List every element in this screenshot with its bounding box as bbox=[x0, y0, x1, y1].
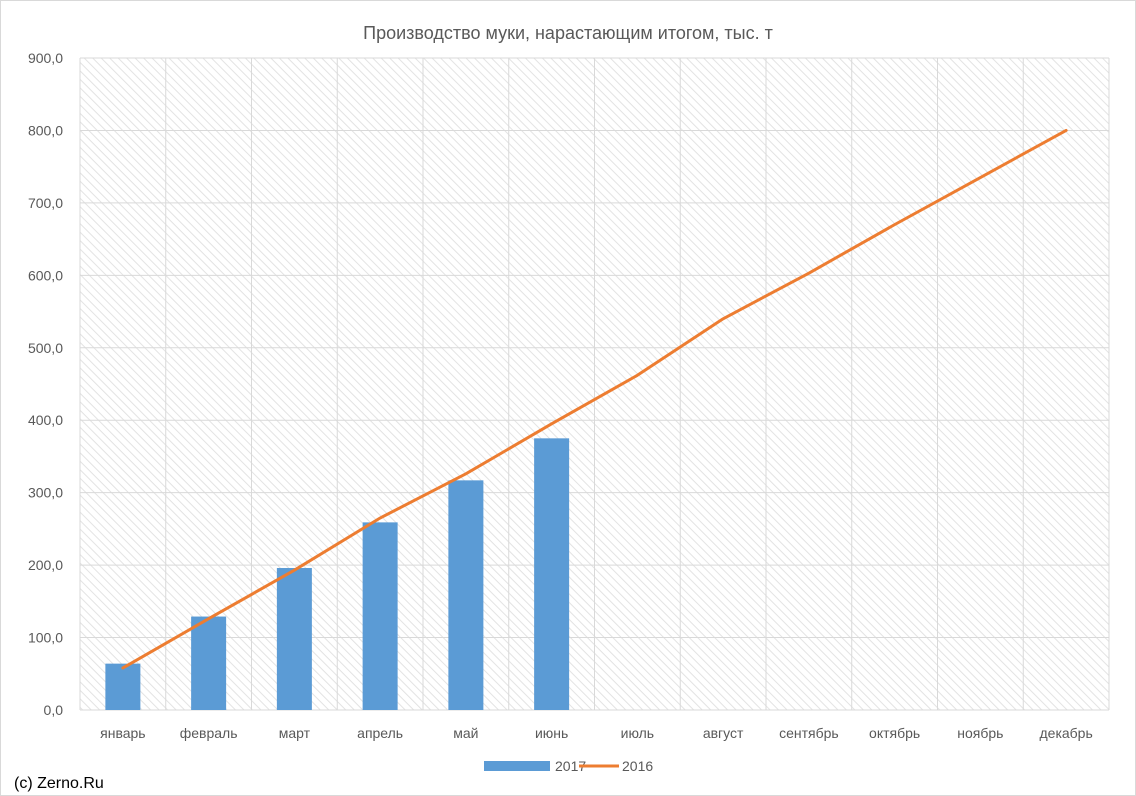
copyright-text: (c) Zerno.Ru bbox=[14, 775, 104, 792]
bar-2017 bbox=[191, 616, 227, 710]
x-tick-label: апрель bbox=[357, 725, 403, 741]
x-tick-label: декабрь bbox=[1039, 725, 1092, 741]
legend-label-2016: 2016 bbox=[622, 758, 653, 774]
x-tick-label: январь bbox=[100, 725, 145, 741]
x-tick-label: ноябрь bbox=[957, 725, 1003, 741]
x-tick-label: июль bbox=[621, 725, 654, 741]
bar-2017 bbox=[534, 438, 570, 710]
y-tick-label: 700,0 bbox=[28, 195, 63, 211]
y-tick-label: 500,0 bbox=[28, 340, 63, 356]
legend-label-2017: 2017 bbox=[555, 758, 586, 774]
legend-swatch-2017 bbox=[484, 761, 550, 771]
y-tick-label: 0,0 bbox=[44, 702, 64, 718]
x-tick-label: май bbox=[453, 725, 478, 741]
y-tick-label: 400,0 bbox=[28, 412, 63, 428]
bar-2017 bbox=[448, 480, 484, 710]
line-2016 bbox=[121, 128, 1068, 670]
x-tick-label: февраль bbox=[180, 725, 238, 741]
y-tick-label: 200,0 bbox=[28, 557, 63, 573]
y-tick-label: 600,0 bbox=[28, 267, 63, 283]
y-tick-label: 900,0 bbox=[28, 50, 63, 66]
y-tick-label: 300,0 bbox=[28, 485, 63, 501]
x-tick-label: октябрь bbox=[869, 725, 920, 741]
legend: 2017 2016 bbox=[484, 758, 653, 774]
x-tick-label: март bbox=[279, 725, 311, 741]
chart-title: Производство муки, нарастающим итогом, т… bbox=[363, 23, 773, 43]
bar-2017 bbox=[276, 568, 312, 710]
x-tick-label: август bbox=[703, 725, 744, 741]
bar-2017 bbox=[105, 663, 141, 710]
x-tick-label: сентябрь bbox=[779, 725, 839, 741]
y-tick-label: 100,0 bbox=[28, 630, 63, 646]
x-tick-label: июнь bbox=[535, 725, 568, 741]
bar-2017 bbox=[362, 522, 398, 710]
y-tick-label: 800,0 bbox=[28, 122, 63, 138]
